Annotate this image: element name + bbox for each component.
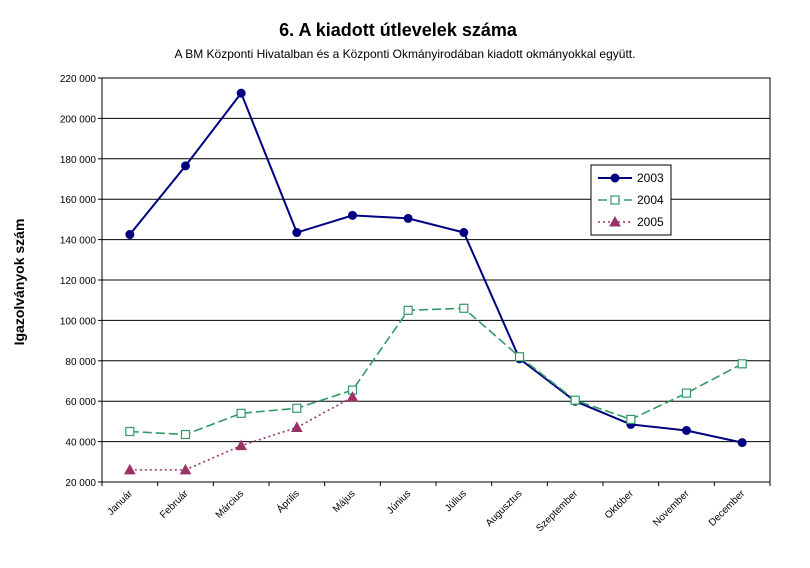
x-tick-label: Július <box>443 488 469 514</box>
data-point <box>348 210 357 220</box>
x-tick-label: Június <box>385 488 413 516</box>
data-point <box>514 352 525 362</box>
legend: 2003 2004 2005 <box>590 164 672 236</box>
data-point <box>290 421 303 432</box>
data-point <box>125 426 135 437</box>
y-axis-ticks: 20 000 40 000 60 000 80 000 100 000 120 000 14… <box>60 74 102 489</box>
data-point <box>235 439 248 451</box>
gridlines <box>102 117 770 443</box>
series-2004 <box>125 303 747 440</box>
y-tick-label: 160 000 <box>60 195 97 206</box>
y-tick-label: 100 000 <box>60 316 97 327</box>
x-tick-label: December <box>707 488 748 529</box>
data-point <box>610 195 620 205</box>
data-point <box>682 425 691 435</box>
chart-subtitle: A BM Központi Hivatalban és a Központi O… <box>175 47 636 61</box>
series-2003 <box>125 88 747 448</box>
data-point <box>403 213 413 223</box>
data-point <box>737 359 747 369</box>
data-point <box>125 230 135 240</box>
data-point <box>459 303 469 313</box>
y-tick-label: 120 000 <box>60 276 97 287</box>
legend-entry: 2003 <box>598 171 664 185</box>
data-point <box>737 438 747 448</box>
legend-label: 2004 <box>637 193 664 207</box>
y-tick-label: 200 000 <box>60 114 97 125</box>
data-point <box>236 408 246 418</box>
data-point <box>179 463 192 475</box>
data-point <box>626 414 636 424</box>
data-point <box>609 215 621 227</box>
x-axis-ticks: Január Február Március Április Május Június Jú… <box>101 482 771 534</box>
legend-label: 2003 <box>637 171 664 185</box>
y-axis-label: Igazolványok szám <box>11 219 27 346</box>
data-point <box>459 228 469 238</box>
data-point <box>403 305 413 315</box>
series-line <box>129 91 743 444</box>
y-tick-label: 20 000 <box>65 478 96 489</box>
data-point <box>292 228 302 238</box>
y-tick-label: 80 000 <box>65 357 96 368</box>
x-tick-label: Március <box>214 488 247 521</box>
x-tick-label: November <box>651 488 692 529</box>
x-tick-label: Október <box>603 488 636 521</box>
x-tick-label: Május <box>331 488 358 515</box>
x-tick-label: Január <box>106 488 136 518</box>
data-point <box>180 429 191 440</box>
x-tick-label: Szeptember <box>534 488 580 534</box>
data-point <box>346 391 359 402</box>
series-line <box>129 307 743 436</box>
data-point <box>181 161 190 171</box>
x-tick-label: Február <box>158 488 191 521</box>
data-point <box>123 463 136 475</box>
series-lines <box>123 88 747 475</box>
data-point <box>292 403 302 413</box>
data-point <box>681 388 692 398</box>
y-tick-label: 60 000 <box>65 397 96 408</box>
x-tick-label: Április <box>274 487 302 515</box>
legend-label: 2005 <box>637 215 664 229</box>
chart-title: 6. A kiadott útlevelek száma <box>279 20 518 40</box>
y-tick-label: 40 000 <box>65 438 96 449</box>
legend-entry: 2005 <box>598 215 664 229</box>
x-tick-label: Augusztus <box>484 488 525 529</box>
series-2005 <box>123 391 359 475</box>
data-point <box>570 395 580 405</box>
data-point <box>610 173 620 183</box>
data-point <box>236 88 246 98</box>
legend-entry: 2004 <box>598 193 664 207</box>
y-tick-label: 140 000 <box>60 236 97 247</box>
y-tick-label: 180 000 <box>60 155 97 166</box>
y-tick-label: 220 000 <box>60 74 97 85</box>
